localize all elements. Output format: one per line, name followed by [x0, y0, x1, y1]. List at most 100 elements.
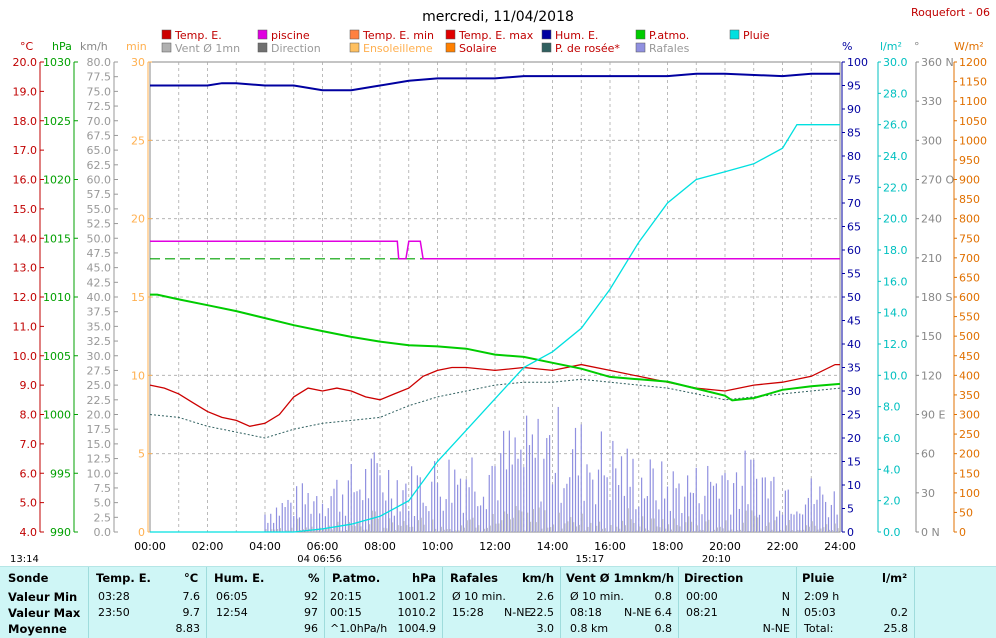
- table-cell-patm_t: 20:15: [330, 590, 362, 603]
- axis-pct-label-13: 65: [847, 221, 861, 234]
- axis-rain-label-11: 22.0: [883, 181, 908, 194]
- table-cell-hum_t: 12:54: [216, 606, 248, 619]
- axis-kmh-label-5: 12.5: [87, 453, 112, 466]
- axis-kmh-label-19: 47.5: [87, 247, 112, 260]
- legend-swatch-0: [161, 29, 172, 40]
- axis-kmh-label-29: 72.5: [87, 100, 112, 113]
- axis-kmh-label-32: 80.0: [87, 56, 112, 69]
- axis-temp-label-6: 10.0: [13, 350, 38, 363]
- axis-min-label-2: 10: [131, 369, 145, 382]
- axis-pct-label-15: 75: [847, 174, 861, 187]
- axis-kmh-label-10: 25.0: [87, 379, 112, 392]
- legend-swatch-1: [257, 29, 268, 40]
- axis-rain-label-6: 12.0: [883, 338, 908, 351]
- hdr-pluie-unit: l/m²: [882, 571, 908, 585]
- axis-min-label-0: 0: [138, 526, 145, 539]
- table-cell-pluie_t: 05:03: [804, 606, 836, 619]
- axis-rain-label-13: 26.0: [883, 119, 908, 132]
- axis-wm2-label-10: 500: [959, 330, 980, 343]
- table-cell-vent_v: 0.8: [654, 622, 673, 635]
- axis-wm2-label-15: 750: [959, 232, 980, 245]
- table-cell-patm_v: 1010.2: [397, 606, 437, 619]
- axis-kmh-label-18: 45.0: [87, 262, 112, 275]
- table-cell-raf_v: 2.6: [536, 590, 555, 603]
- unit-left-1: hPa: [52, 40, 72, 53]
- unit-right-0: %: [842, 40, 852, 53]
- station-name: Roquefort - 06: [911, 6, 990, 19]
- table-cell-patm_v: 1004.9: [397, 622, 437, 635]
- axis-kmh-label-24: 60.0: [87, 174, 112, 187]
- x-tick-label-8: 16:00: [594, 540, 626, 553]
- table-cell-vent_d: N-NE: [624, 606, 652, 619]
- hdr-temp: Temp. E.: [96, 571, 151, 585]
- table-cell-raf_t: 15:28: [452, 606, 484, 619]
- table-cell-hum_t: 06:05: [216, 590, 248, 603]
- x-tick-label-11: 22:00: [767, 540, 799, 553]
- table-cell-dir_v: N: [781, 590, 790, 603]
- axis-dir-label-8: 240: [921, 213, 942, 226]
- hdr-patm-unit: hPa: [412, 571, 437, 585]
- axis-kmh-label-2: 5.0: [94, 497, 112, 510]
- axis-kmh-label-27: 67.5: [87, 129, 112, 142]
- axis-dir-label-1: 30: [921, 487, 935, 500]
- axis-hpa-label-8: 1030: [43, 56, 71, 69]
- x-tick-label-2: 04:00: [249, 540, 281, 553]
- axis-rain-label-8: 16.0: [883, 275, 908, 288]
- axis-pct-label-3: 15: [847, 456, 861, 469]
- axis-kmh-label-30: 75.0: [87, 85, 112, 98]
- axis-pct-label-0: 0: [847, 526, 854, 539]
- axis-wm2-label-23: 1150: [959, 76, 987, 89]
- x-tick-label-0: 00:00: [134, 540, 166, 553]
- hdr-patm: P.atmo.: [332, 571, 381, 585]
- axis-wm2-label-9: 450: [959, 350, 980, 363]
- axis-kmh-label-12: 30.0: [87, 350, 112, 363]
- table-cell-raf_v: 3.0: [536, 622, 555, 635]
- axis-dir-label-7: 210: [921, 252, 942, 265]
- axis-pct-label-19: 95: [847, 80, 861, 93]
- legend-label-9: Ensoleilleme: [363, 42, 433, 55]
- axis-wm2-label-19: 950: [959, 154, 980, 167]
- axis-rain-label-4: 8.0: [883, 401, 901, 414]
- x-tick-label-9: 18:00: [652, 540, 684, 553]
- axis-wm2-label-21: 1050: [959, 115, 987, 128]
- axis-kmh-label-31: 77.5: [87, 71, 112, 84]
- axis-temp-label-8: 12.0: [13, 291, 38, 304]
- unit-right-1: l/m²: [880, 40, 902, 53]
- hdr-raf-unit: km/h: [522, 571, 555, 585]
- axis-kmh-label-16: 40.0: [87, 291, 112, 304]
- axis-pct-label-11: 55: [847, 268, 861, 281]
- axis-temp-label-9: 13.0: [13, 262, 38, 275]
- hdr-temp-unit: °C: [184, 571, 199, 585]
- axis-hpa-label-5: 1015: [43, 232, 71, 245]
- unit-left-3: min: [126, 40, 147, 53]
- series-pluie: [150, 124, 840, 533]
- axis-kmh-label-20: 50.0: [87, 232, 112, 245]
- axis-kmh-label-14: 35.0: [87, 320, 112, 333]
- axis-pct-label-7: 35: [847, 362, 861, 375]
- axis-min-label-1: 5: [138, 448, 145, 461]
- axis-kmh-label-21: 52.5: [87, 218, 112, 231]
- x-tick-label-10: 20:00: [709, 540, 741, 553]
- table-cell-temp_t: 03:28: [98, 590, 130, 603]
- series-piscine: [150, 240, 840, 260]
- axis-pct-label-1: 5: [847, 503, 854, 516]
- axis-dir-label-11: 330: [921, 95, 942, 108]
- axis-kmh-label-8: 20.0: [87, 409, 112, 422]
- legend-swatch-4: [541, 29, 552, 40]
- table-cell-dir_t: 00:00: [686, 590, 718, 603]
- table-cell-hum_v: 92: [304, 590, 318, 603]
- chart-svg: mercredi, 11/04/2018 Roquefort - 06 Temp. …: [10, 6, 990, 565]
- axis-wm2-label-17: 850: [959, 193, 980, 206]
- axis-dir-label-3: 90 E: [921, 409, 945, 422]
- axis-temp-label-12: 16.0: [13, 174, 38, 187]
- unit-left-0: °C: [20, 40, 34, 53]
- axis-wm2-label-7: 350: [959, 389, 980, 402]
- axis-wm2-label-24: 1200: [959, 56, 987, 69]
- axis-rain-label-5: 10.0: [883, 369, 908, 382]
- axis-temp-label-16: 20.0: [13, 56, 38, 69]
- axis-kmh-label-15: 37.5: [87, 306, 112, 319]
- legend-swatch-12: [635, 42, 646, 53]
- table-cell-label: Moyenne: [8, 622, 67, 636]
- axis-dir-label-2: 60: [921, 448, 935, 461]
- table-cell-vent_t: 0.8 km: [570, 622, 609, 635]
